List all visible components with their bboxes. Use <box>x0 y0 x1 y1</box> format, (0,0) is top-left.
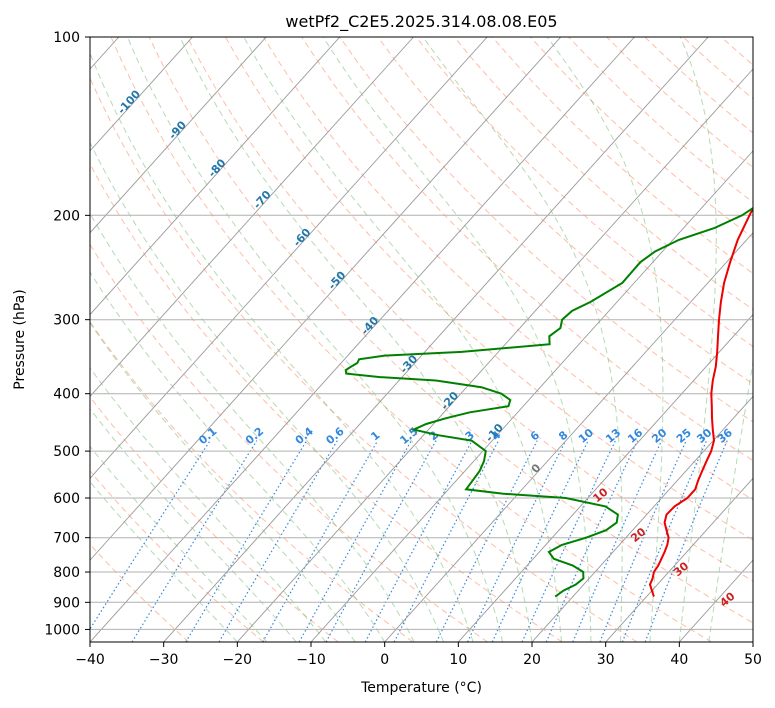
dry-adiabat-line <box>110 37 712 642</box>
y-axis-title: Pressure (hPa) <box>12 289 28 389</box>
moist-adiabat-line <box>179 37 533 642</box>
moist-adiabat-line <box>678 37 717 642</box>
moist-adiabat-line <box>546 37 664 642</box>
moist-adiabat-line <box>90 407 297 642</box>
plot-frame <box>89 36 754 643</box>
moist-adiabat-line <box>90 445 268 642</box>
mixing-ratio-line <box>131 440 258 642</box>
y-tick-label: 900 <box>53 595 80 611</box>
mixing-ratio-line <box>599 440 687 642</box>
plot-area: 0.1 0.2 0.4 0.6 1 1.5 2 3 4 6 8 10 13 16 20 25 30 36 -100… <box>90 37 753 642</box>
mixing-ratio-line <box>545 440 639 642</box>
mixing-ratio-line <box>298 440 412 642</box>
pressure-gridlines <box>90 37 753 630</box>
moist-adiabat-line <box>90 51 474 642</box>
x-tick-label: −20 <box>223 652 253 668</box>
isotherm-line <box>384 232 753 642</box>
x-tick-label: 30 <box>597 652 615 668</box>
mixing-ratio-line <box>435 440 538 642</box>
x-tick-label: 50 <box>744 652 762 668</box>
mixing-ratio-line <box>90 440 211 631</box>
isotherm-line <box>310 150 753 642</box>
y-axis-ticks: 100 200 300 400 500 600 700 800 900 1000 <box>44 30 90 638</box>
dry-adiabat-line <box>453 37 753 311</box>
isotherm-line <box>236 68 753 642</box>
isotherm-line <box>90 37 267 234</box>
x-tick-label: 20 <box>523 652 541 668</box>
dry-adiabat-line <box>377 37 753 385</box>
isotherm-line <box>531 395 753 642</box>
mixing-ratio-line <box>218 440 338 642</box>
dry-adiabat-line <box>90 396 339 642</box>
isotherm-line <box>163 37 709 642</box>
dry-adiabat-line <box>148 37 753 624</box>
mixing-ratio-line <box>466 440 567 642</box>
y-tick-label: 1000 <box>44 622 80 638</box>
dry-adiabat-line <box>90 243 488 642</box>
moist-adiabat-line <box>243 37 562 642</box>
mixing-ratio-line <box>325 440 437 642</box>
isotherm-line <box>90 37 193 152</box>
isotherm-line <box>90 37 635 642</box>
y-tick-label: 100 <box>53 30 80 46</box>
dry-adiabat-line <box>90 543 190 642</box>
mixing-ratio-line <box>572 440 663 642</box>
mixing-ratio-line <box>185 440 308 642</box>
x-axis-title: Temperature (°C) <box>360 680 482 696</box>
mixing-ratio-line <box>262 440 379 642</box>
x-tick-label: −30 <box>149 652 179 668</box>
y-tick-label: 400 <box>53 387 80 403</box>
chart-title: wetPf2_C2E5.2025.314.08.08.E05 <box>285 12 557 32</box>
moist-adiabat-line <box>708 359 753 642</box>
x-tick-label: −40 <box>75 652 105 668</box>
dry-adiabat-line <box>90 470 264 642</box>
isotherms <box>90 37 753 642</box>
x-tick-label: 0 <box>380 652 389 668</box>
y-tick-label: 600 <box>53 491 80 507</box>
moist-adiabat-line <box>126 37 503 642</box>
x-tick-label: 10 <box>449 652 467 668</box>
y-tick-label: 700 <box>53 531 80 547</box>
moist-adiabat-line <box>90 271 386 642</box>
y-tick-label: 800 <box>53 565 80 581</box>
isotherm-line <box>90 37 562 561</box>
isotherm-line <box>605 477 753 642</box>
temperature-profile-line <box>648 206 753 597</box>
y-tick-label: 200 <box>53 208 80 224</box>
dry-adiabat-line <box>90 162 563 642</box>
moist-adiabat-line <box>90 322 356 642</box>
moist-adiabat-line <box>90 367 327 642</box>
moist-adiabats <box>90 37 753 642</box>
dry-adiabat-line <box>415 37 753 348</box>
sounding-profiles <box>344 206 753 598</box>
y-tick-label: 300 <box>53 313 80 329</box>
isotherm-line <box>457 313 753 642</box>
x-tick-label: −10 <box>296 652 326 668</box>
isotherm-line <box>90 37 341 316</box>
x-axis-ticks: −40 −30 −20 −10 0 10 20 30 40 50 <box>75 642 762 668</box>
isotherm-line <box>90 37 414 398</box>
x-tick-label: 40 <box>670 652 688 668</box>
isotherm-line <box>90 37 488 480</box>
moist-adiabat-line <box>322 37 592 642</box>
moist-adiabat-line <box>90 481 238 642</box>
y-tick-label: 500 <box>53 444 80 460</box>
moist-adiabat-line <box>90 141 445 642</box>
moist-adiabat-line <box>422 37 623 642</box>
dewpoint-profile-line <box>344 206 753 598</box>
